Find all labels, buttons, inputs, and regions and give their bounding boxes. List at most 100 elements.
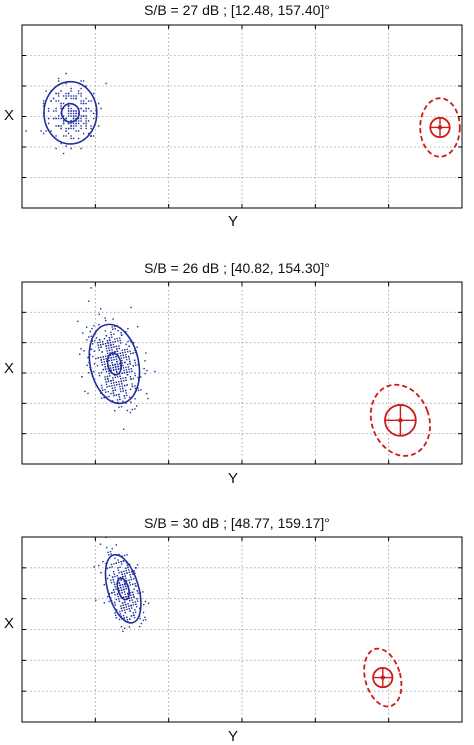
blue-point <box>108 360 110 362</box>
blue-point <box>107 577 109 580</box>
blue-point <box>75 122 77 125</box>
blue-point <box>110 334 112 336</box>
blue-point <box>80 120 82 122</box>
blue-point <box>50 130 52 132</box>
blue-point <box>101 341 104 343</box>
blue-point <box>97 102 100 105</box>
blue-point <box>108 349 111 352</box>
blue-point <box>132 612 134 614</box>
blue-point <box>85 107 87 110</box>
blue-point <box>120 607 123 610</box>
blue-point <box>134 351 137 354</box>
blue-point <box>130 576 132 578</box>
red-confidence-ellipse <box>419 97 461 158</box>
blue-point <box>124 361 126 364</box>
blue-point <box>102 343 104 345</box>
blue-point <box>120 625 123 628</box>
blue-point <box>67 127 70 130</box>
blue-point <box>105 335 108 337</box>
blue-point <box>124 377 127 379</box>
blue-point <box>134 609 136 611</box>
blue-point <box>62 152 65 155</box>
blue-point <box>108 554 110 556</box>
blue-point <box>55 125 57 127</box>
blue-point <box>93 566 95 568</box>
blue-point <box>114 386 116 389</box>
blue-point <box>132 593 134 596</box>
blue-point <box>108 574 111 577</box>
blue-point <box>133 616 136 619</box>
blue-point <box>92 135 95 137</box>
blue-point <box>134 398 136 400</box>
blue-point <box>124 611 126 614</box>
blue-point <box>134 387 137 390</box>
blue-point <box>42 102 45 105</box>
blue-point <box>107 391 109 393</box>
blue-point <box>62 135 65 137</box>
blue-point <box>42 105 45 107</box>
blue-point <box>123 607 125 609</box>
blue-point <box>123 570 125 572</box>
blue-point <box>25 130 27 132</box>
blue-point <box>118 396 121 398</box>
blue-point <box>107 342 109 344</box>
blue-point <box>113 591 115 593</box>
blue-point <box>140 389 142 391</box>
blue-point <box>114 557 116 559</box>
blue-point <box>104 330 107 332</box>
blue-point <box>133 570 135 572</box>
blue-point <box>77 320 79 323</box>
blue-point <box>88 372 90 374</box>
blue-point <box>132 352 134 354</box>
blue-point <box>110 359 113 361</box>
blue-point <box>154 370 156 373</box>
blue-point <box>115 598 118 601</box>
blue-point <box>65 97 67 100</box>
panel-2-ylabel: X <box>4 360 14 377</box>
blue-point <box>130 604 132 607</box>
blue-point <box>112 389 114 392</box>
blue-point <box>112 341 114 343</box>
blue-point <box>136 598 138 600</box>
blue-point <box>40 130 42 132</box>
blue-point <box>121 584 124 586</box>
blue-point <box>121 563 123 565</box>
blue-point <box>115 588 117 590</box>
blue-point <box>113 573 115 575</box>
blue-point <box>98 374 101 377</box>
blue-point <box>111 576 114 578</box>
blue-point <box>114 612 116 614</box>
blue-point <box>117 577 119 579</box>
blue-point <box>114 575 116 578</box>
blue-point <box>121 359 123 362</box>
blue-point <box>122 400 124 402</box>
blue-point <box>50 100 52 102</box>
blue-point <box>84 390 86 393</box>
blue-point <box>104 342 107 345</box>
blue-point <box>124 351 126 353</box>
blue-point <box>121 362 124 364</box>
blue-point <box>80 107 82 110</box>
blue-point <box>131 383 133 385</box>
blue-point <box>65 117 67 120</box>
blue-point <box>99 543 102 545</box>
blue-point <box>57 115 60 117</box>
blue-point <box>103 584 105 586</box>
blue-point <box>92 117 95 120</box>
blue-point <box>122 614 125 617</box>
blue-point <box>114 586 116 588</box>
blue-point <box>111 336 113 338</box>
blue-point <box>80 92 82 95</box>
blue-inner-ellipse <box>60 102 81 123</box>
blue-point <box>90 287 92 289</box>
blue-point <box>88 336 90 338</box>
blue-inner-ellipse <box>116 577 130 601</box>
blue-point <box>77 117 80 120</box>
blue-point <box>94 340 96 342</box>
blue-point <box>116 360 118 363</box>
blue-point <box>112 354 114 356</box>
panel-1: S/B = 27 dB ; [12.48, 157.40]° X Y <box>4 2 463 230</box>
blue-point <box>93 363 96 365</box>
blue-point <box>108 370 110 372</box>
blue-point <box>107 344 110 347</box>
